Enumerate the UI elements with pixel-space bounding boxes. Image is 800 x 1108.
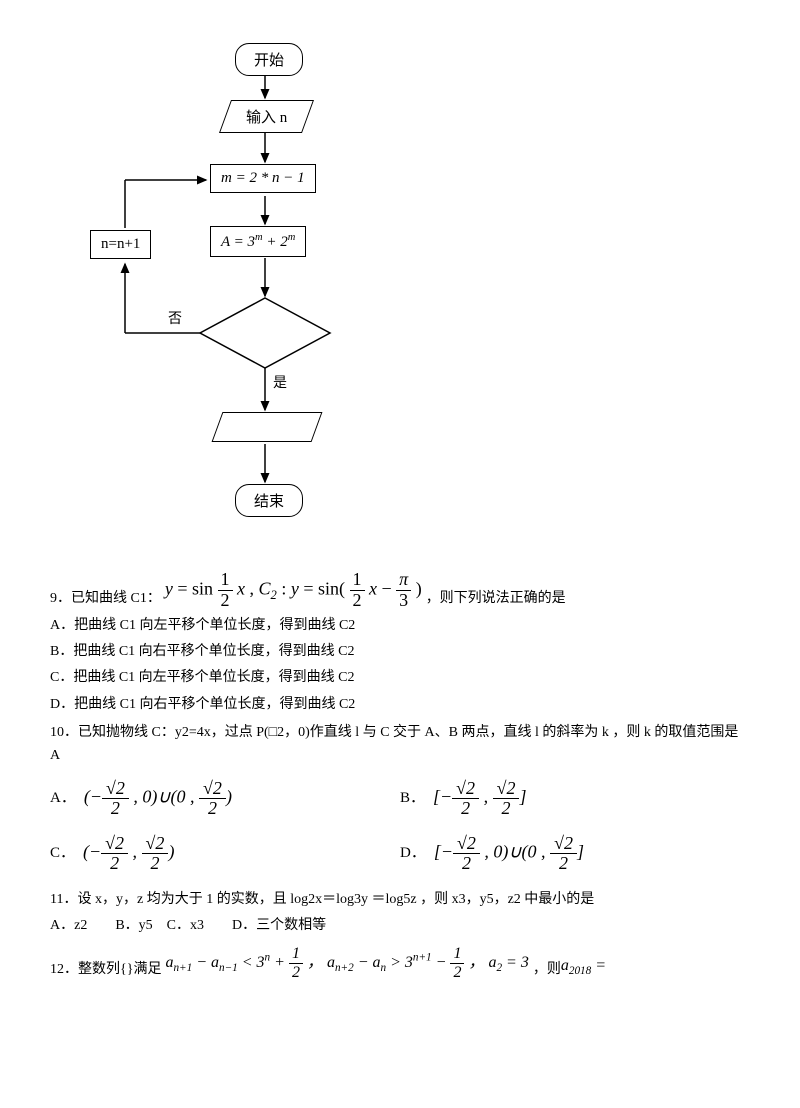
flowchart-diagram: 开始 输入 n m = 2 * n − 1 A = 3m + 2m n=n+1 … bbox=[70, 40, 410, 540]
start-label: 开始 bbox=[254, 53, 284, 69]
flowchart-output bbox=[212, 412, 323, 442]
flowchart-proc2: A = 3m + 2m bbox=[210, 226, 306, 257]
proc1-label: m = 2 * n − 1 bbox=[221, 170, 305, 186]
flowchart-input: 输入 n bbox=[219, 100, 314, 133]
q10-options-row1: A． (−√22 , 0)∪(0 , √22) B． [−√22 , √22] bbox=[50, 779, 750, 818]
q12-suffix: ，则 bbox=[533, 959, 561, 981]
q9-opt-c: C．把曲线 C1 向左平移个单位长度，得到曲线 C2 bbox=[50, 667, 750, 689]
q10-stem: 10．已知抛物线 C：y2=4x，过点 P(□2，0)作直线 l 与 C 交于 … bbox=[50, 722, 750, 767]
end-label: 结束 bbox=[254, 494, 284, 510]
flowchart-side: n=n+1 bbox=[90, 230, 151, 259]
flowchart-start: 开始 bbox=[235, 43, 303, 76]
q10-c-label: C． bbox=[50, 841, 75, 865]
q9-opt-d: D．把曲线 C1 向右平移个单位长度，得到曲线 C2 bbox=[50, 694, 750, 716]
q10-opt-a: A． (−√22 , 0)∪(0 , √22) bbox=[50, 779, 400, 818]
input-label: 输入 n bbox=[246, 106, 287, 127]
q9-opt-a: A．把曲线 C1 向左平移个单位长度，得到曲线 C2 bbox=[50, 615, 750, 637]
q10-a-label: A． bbox=[50, 786, 76, 810]
q11-opts: A．z2 B．y5 C．x3 D．三个数相等 bbox=[50, 915, 750, 937]
questions-block: 9．已知曲线 C1： y = sin 12 x , C2 : y = sin( … bbox=[50, 570, 750, 981]
q10-opt-d: D． [−√22 , 0)∪(0 , √22] bbox=[400, 834, 750, 873]
q10-options-row2: C． (−√22 , √22) D． [−√22 , 0)∪(0 , √22] bbox=[50, 834, 750, 873]
q10-opt-c: C． (−√22 , √22) bbox=[50, 834, 400, 873]
side-label: n=n+1 bbox=[101, 236, 140, 252]
q10-d-label: D． bbox=[400, 841, 426, 865]
flowchart-proc1: m = 2 * n − 1 bbox=[210, 164, 316, 193]
label-yes: 是 bbox=[273, 372, 287, 392]
flowchart-end: 结束 bbox=[235, 484, 303, 517]
q9-suffix: ，则下列说法正确的是 bbox=[426, 588, 566, 610]
label-no: 否 bbox=[168, 308, 182, 328]
q12-stem: 12．整数列{}满足 an+1 − an−1 < 3n + 12 ， an+2 … bbox=[50, 945, 750, 981]
q9-formula: y = sin 12 x , C2 : y = sin( 12 x − π3 ) bbox=[165, 570, 422, 611]
q12-formula: an+1 − an−1 < 3n + 12 ， an+2 − an > 3n+1… bbox=[165, 945, 528, 981]
q12-prefix: 12．整数列{}满足 bbox=[50, 959, 161, 981]
q12-tail: a2018 = bbox=[561, 953, 606, 981]
proc2-label: A = 3m + 2m bbox=[221, 234, 295, 250]
q11-stem: 11．设 x，y，z 均为大于 1 的实数，且 log2x＝log3y ＝log… bbox=[50, 889, 750, 911]
q10-b-label: B． bbox=[400, 786, 425, 810]
q10-opt-b: B． [−√22 , √22] bbox=[400, 779, 750, 818]
q9-opt-b: B．把曲线 C1 向右平移个单位长度，得到曲线 C2 bbox=[50, 641, 750, 663]
q9-stem: 9．已知曲线 C1： y = sin 12 x , C2 : y = sin( … bbox=[50, 570, 750, 611]
q9-prefix: 9．已知曲线 C1： bbox=[50, 588, 161, 610]
